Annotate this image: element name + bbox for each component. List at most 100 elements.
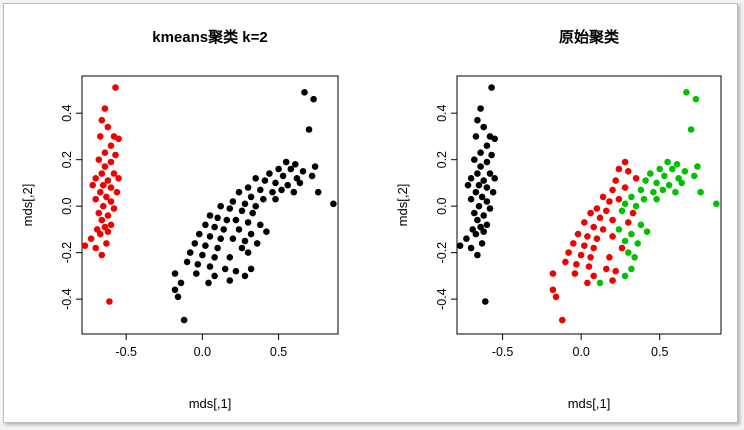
data-point <box>101 105 109 112</box>
series-red <box>549 158 640 324</box>
data-point <box>489 188 497 196</box>
screenshot-frame: kmeans聚类 k=2 -0.5 0.0 0.5 -0.4 -0.2 0.0 0.2 0.4 m… <box>3 3 738 423</box>
data-point <box>483 184 491 191</box>
data-point <box>471 209 478 217</box>
data-point <box>590 244 597 252</box>
data-point <box>603 265 610 273</box>
data-point <box>301 89 308 96</box>
plots-canvas: kmeans聚类 k=2 -0.5 0.0 0.5 -0.4 -0.2 0.0 0.2 0.4 m… <box>20 28 722 411</box>
data-point <box>252 202 259 210</box>
data-point <box>89 181 96 189</box>
data-point <box>100 202 107 210</box>
data-point <box>488 84 495 91</box>
data-point <box>581 219 588 226</box>
data-point <box>247 230 255 238</box>
data-point <box>97 230 104 238</box>
data-point <box>687 126 695 133</box>
data-point <box>193 270 200 277</box>
data-point <box>483 158 491 166</box>
data-point <box>585 263 593 270</box>
data-point <box>252 175 259 182</box>
data-point <box>241 200 249 208</box>
data-point <box>642 177 649 184</box>
data-point <box>260 195 267 203</box>
data-point <box>474 251 481 259</box>
data-point <box>628 230 635 238</box>
data-point <box>562 258 569 266</box>
plot-box <box>456 75 722 335</box>
data-point <box>694 163 701 170</box>
data-point <box>220 226 227 233</box>
data-point <box>474 116 481 124</box>
data-point <box>552 293 560 301</box>
data-point <box>81 242 89 249</box>
data-point <box>477 105 484 112</box>
data-point <box>235 188 243 196</box>
data-point <box>253 240 261 247</box>
y-axis-label: mds[,2] <box>20 184 35 227</box>
data-point <box>606 254 613 261</box>
data-point <box>186 249 194 256</box>
data-point <box>612 177 619 184</box>
data-point <box>101 149 109 156</box>
data-point <box>574 230 582 238</box>
data-point <box>202 242 209 249</box>
scatter-plot-2: 原始聚类 -0.5 0.0 0.5 -0.4 -0.2 0.0 0.2 0.4 mds[,1] md… <box>395 28 722 411</box>
data-point <box>261 177 269 184</box>
data-point <box>632 175 640 182</box>
data-point <box>311 163 319 170</box>
data-point <box>486 170 494 177</box>
y-tick-label: 0.4 <box>435 104 449 121</box>
data-point <box>211 272 218 280</box>
data-point <box>217 235 224 242</box>
data-point <box>226 277 234 284</box>
data-point <box>618 244 626 252</box>
data-point <box>678 179 685 187</box>
data-point <box>244 219 252 226</box>
data-point <box>107 142 115 149</box>
data-point <box>599 226 607 233</box>
data-point <box>194 261 202 268</box>
data-point <box>625 219 632 226</box>
data-point <box>713 200 720 208</box>
data-point <box>474 170 481 177</box>
data-point <box>590 223 597 231</box>
data-point <box>472 133 480 140</box>
data-point <box>113 188 121 196</box>
data-point <box>107 158 115 166</box>
scatter-plot-1: kmeans聚类 k=2 -0.5 0.0 0.5 -0.4 -0.2 0.0 0.2 0.4 m… <box>20 28 339 411</box>
data-point <box>112 151 119 159</box>
data-point <box>87 235 95 242</box>
x-axis-label: mds[,1] <box>189 396 232 411</box>
data-point <box>305 126 313 133</box>
data-point <box>683 89 690 96</box>
x-tick-label: 0.0 <box>572 345 589 359</box>
data-point <box>223 216 231 224</box>
data-point <box>491 175 499 182</box>
data-point <box>664 158 671 166</box>
data-point <box>467 244 475 252</box>
data-point <box>211 254 218 261</box>
data-point <box>621 184 629 191</box>
data-point <box>618 207 626 215</box>
data-point <box>95 209 103 217</box>
data-point <box>279 172 287 180</box>
data-point <box>107 198 115 205</box>
data-point <box>98 116 106 124</box>
data-point <box>621 237 629 245</box>
data-point <box>634 240 641 247</box>
data-point <box>292 161 299 168</box>
data-point <box>628 193 635 201</box>
data-point <box>480 212 488 219</box>
data-point <box>214 244 221 252</box>
data-point <box>269 188 276 196</box>
data-point <box>104 212 112 219</box>
data-point <box>467 175 475 182</box>
x-axis-label: mds[,1] <box>568 396 611 411</box>
y-axis-label: mds[,2] <box>395 184 410 227</box>
data-point <box>665 181 673 189</box>
data-point <box>596 214 604 222</box>
data-point <box>221 265 229 273</box>
data-point <box>104 228 112 235</box>
data-point <box>112 84 119 91</box>
